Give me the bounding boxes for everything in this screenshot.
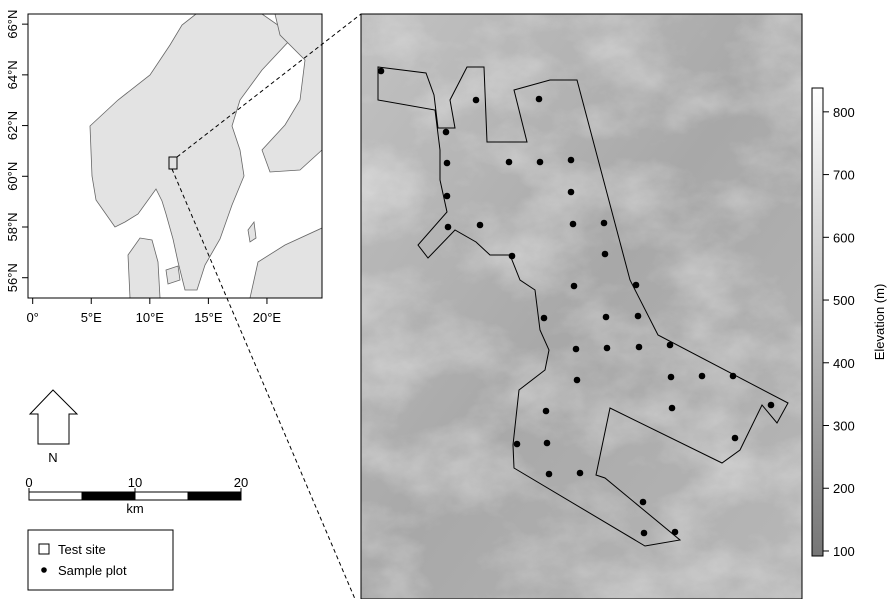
sample-plot bbox=[574, 377, 581, 384]
north-label: N bbox=[48, 450, 57, 465]
y-tick-label: 64°N bbox=[5, 60, 20, 89]
sample-plot bbox=[668, 374, 675, 381]
colorbar-tick-label: 800 bbox=[833, 105, 855, 120]
colorbar-tick-label: 100 bbox=[833, 544, 855, 559]
sample-plot bbox=[544, 440, 551, 447]
sample-plot bbox=[378, 68, 385, 75]
sample-plot bbox=[577, 470, 584, 477]
sample-plot bbox=[667, 342, 674, 349]
x-tick-label: 5°E bbox=[81, 310, 102, 325]
colorbar-tick-label: 300 bbox=[833, 419, 855, 434]
colorbar-tick-label: 600 bbox=[833, 230, 855, 245]
sample-plot bbox=[635, 313, 642, 320]
sample-plot bbox=[603, 314, 610, 321]
legend-label: Test site bbox=[58, 542, 106, 557]
colorbar-tick-label: 500 bbox=[833, 293, 855, 308]
sample-plot bbox=[636, 344, 643, 351]
sample-plot bbox=[573, 346, 580, 353]
colorbar-tick-label: 400 bbox=[833, 356, 855, 371]
y-tick-label: 60°N bbox=[5, 162, 20, 191]
scale-tick-label: 0 bbox=[25, 475, 32, 490]
sample-plot bbox=[633, 282, 640, 289]
y-tick-label: 56°N bbox=[5, 263, 20, 292]
legend-label: Sample plot bbox=[58, 563, 127, 578]
sample-plot bbox=[546, 471, 553, 478]
sample-plot bbox=[669, 405, 676, 412]
legend-test-site-symbol bbox=[39, 544, 49, 554]
y-tick-label: 66°N bbox=[5, 10, 20, 39]
sample-plot bbox=[604, 345, 611, 352]
north-arrow bbox=[30, 390, 77, 444]
sample-plot bbox=[570, 221, 577, 228]
sample-plot bbox=[768, 402, 775, 409]
sample-plot bbox=[699, 373, 706, 380]
sample-plot bbox=[477, 222, 484, 229]
figure: N Test site Sample plot Elevation (m) 0°… bbox=[0, 0, 893, 599]
scale-segment bbox=[29, 492, 82, 500]
scale-segment bbox=[82, 492, 135, 500]
sample-plot bbox=[568, 189, 575, 196]
sample-plot bbox=[514, 441, 521, 448]
colorbar-tick-label: 200 bbox=[833, 481, 855, 496]
sample-plot bbox=[602, 251, 609, 258]
x-tick-label: 15°E bbox=[194, 310, 223, 325]
legend-box bbox=[28, 530, 173, 590]
x-tick-label: 0° bbox=[26, 310, 38, 325]
sample-plot bbox=[732, 435, 739, 442]
sample-plot bbox=[730, 373, 737, 380]
legend-sample-symbol bbox=[41, 567, 47, 573]
sample-plot bbox=[571, 283, 578, 290]
sample-plot bbox=[506, 159, 513, 166]
scale-unit: km bbox=[126, 501, 143, 516]
x-tick-label: 20°E bbox=[253, 310, 282, 325]
sample-plot bbox=[443, 129, 450, 136]
scale-segment bbox=[135, 492, 188, 500]
y-tick-label: 62°N bbox=[5, 111, 20, 140]
sample-plot bbox=[672, 529, 679, 536]
colorbar-tick-label: 700 bbox=[833, 168, 855, 183]
colorbar-label: Elevation (m) bbox=[872, 284, 887, 361]
sample-plot bbox=[536, 96, 543, 103]
sample-plot bbox=[444, 193, 451, 200]
colorbar bbox=[812, 88, 823, 556]
sample-plot bbox=[444, 160, 451, 167]
sample-plot bbox=[509, 253, 516, 260]
sample-plot bbox=[473, 97, 480, 104]
sample-plot bbox=[541, 315, 548, 322]
sample-plot bbox=[641, 530, 648, 537]
y-tick-label: 58°N bbox=[5, 212, 20, 241]
x-tick-label: 10°E bbox=[136, 310, 165, 325]
sample-plot bbox=[601, 220, 608, 227]
elevation-map bbox=[361, 14, 802, 599]
sample-plot bbox=[543, 408, 550, 415]
sample-plot bbox=[445, 224, 452, 231]
sample-plot bbox=[568, 157, 575, 164]
sample-plot bbox=[640, 499, 647, 506]
scale-tick-label: 20 bbox=[234, 475, 248, 490]
sample-plot bbox=[537, 159, 544, 166]
scale-tick-label: 10 bbox=[128, 475, 142, 490]
scale-segment bbox=[188, 492, 241, 500]
inset-land bbox=[28, 14, 322, 298]
